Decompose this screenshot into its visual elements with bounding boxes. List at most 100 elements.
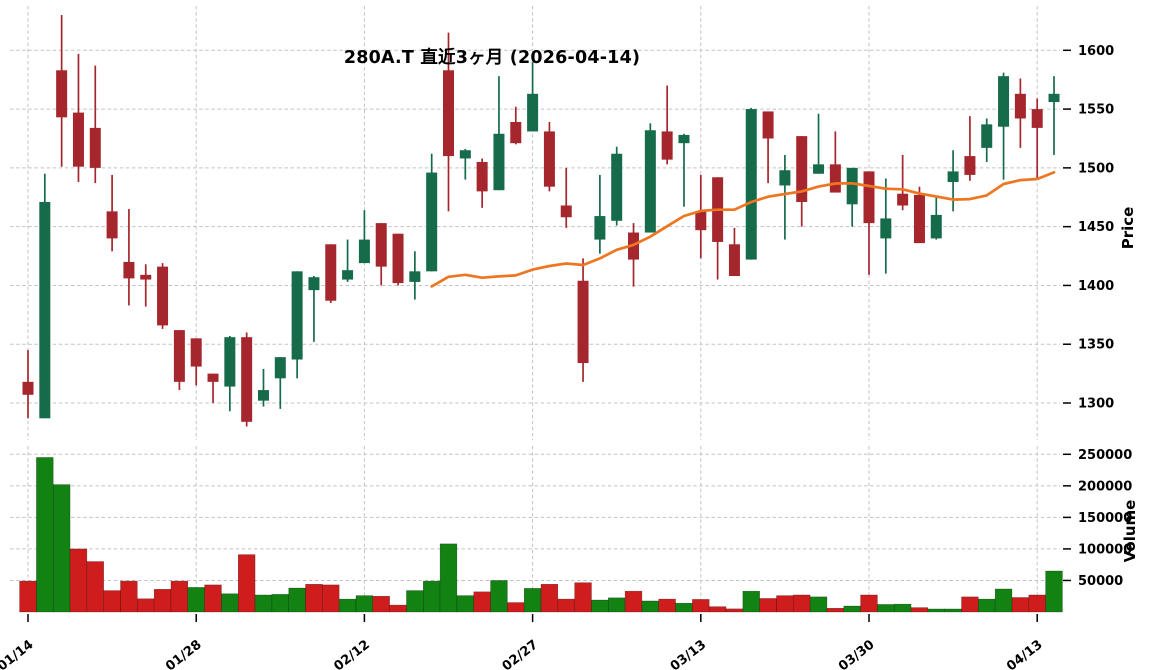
volume-bar (574, 582, 592, 613)
candle-body (880, 218, 892, 239)
volume-bar (288, 587, 306, 613)
candle (173, 330, 185, 391)
candle (813, 113, 825, 174)
candle (543, 122, 555, 192)
x-tick-label: 03/13 (668, 637, 709, 670)
volume-tick-label: 200000 (1078, 479, 1132, 494)
candle (241, 332, 253, 427)
volume-bar (137, 598, 155, 613)
volume-bar (1028, 594, 1046, 613)
volume-bar (776, 595, 794, 613)
volume-bar (120, 580, 138, 613)
candle (644, 123, 656, 233)
volume-bar (809, 596, 828, 613)
price-tick-labels: 1300 1350 1400 1450 1500 1550 1600 (1063, 44, 1114, 412)
volume-bar (1011, 597, 1030, 613)
candle-body (1048, 93, 1060, 103)
volume-bar (305, 583, 323, 613)
candle-body (813, 164, 825, 174)
candle-body (22, 381, 34, 395)
candle (39, 173, 51, 419)
candle-body (241, 337, 253, 422)
ma-line (430, 171, 1056, 288)
volume-bar (456, 595, 474, 613)
candle-body (510, 122, 522, 144)
candle (695, 174, 707, 259)
volume-bar (490, 580, 508, 613)
volume-bar (944, 608, 962, 613)
candle (527, 62, 539, 132)
candle-body (930, 214, 942, 239)
volume-bar (540, 583, 559, 613)
price-tick-label: 1500 (1078, 161, 1114, 176)
candle (594, 174, 606, 254)
candle-body (611, 153, 623, 221)
volume-bar (153, 589, 172, 613)
candle (628, 223, 640, 287)
candle-body (846, 167, 858, 205)
volume-bar (103, 590, 121, 613)
volume-bar (221, 593, 239, 613)
volume-bar (708, 606, 727, 613)
volume-bar (994, 588, 1013, 613)
volume-bar (557, 598, 575, 613)
volume-bar (507, 602, 525, 613)
candle-body (72, 112, 84, 167)
volume-tick-label: 150000 (1078, 511, 1132, 526)
volume-tick-labels: 50000 100000 150000 200000 250000 (1063, 448, 1132, 589)
volume-bar (692, 599, 710, 613)
price-tick-label: 1400 (1078, 279, 1114, 294)
volume-bar (608, 597, 626, 613)
volume-bar (338, 598, 357, 613)
volume-bar (843, 605, 861, 613)
candle (947, 150, 959, 212)
candle-body (678, 134, 690, 144)
candle (880, 178, 892, 274)
candle-body (426, 172, 438, 272)
candle-body (577, 280, 589, 364)
candle (140, 264, 152, 307)
volume-tick-label: 100000 (1078, 542, 1132, 557)
x-tick-label: 01/14 (0, 637, 36, 670)
candle-body (291, 271, 303, 360)
volume-bar (759, 598, 777, 613)
candle (123, 209, 135, 306)
candle (257, 368, 269, 407)
volume-bars (19, 457, 1063, 613)
candle (157, 263, 169, 329)
chart-title: 280A.T 直近3ヶ月 (2026-04-14) (343, 48, 641, 68)
candle (863, 171, 875, 275)
candle-body (863, 171, 875, 224)
volume-bar (439, 543, 458, 613)
candle-body (829, 164, 841, 193)
volume-bar (910, 607, 929, 613)
candle (207, 373, 219, 404)
candle (72, 53, 84, 182)
candle-body (358, 239, 370, 264)
x-tick-label: 03/30 (836, 637, 877, 670)
candle (89, 65, 101, 184)
volume-bar (19, 580, 37, 613)
candle-body (661, 131, 673, 160)
candle-body (762, 111, 774, 139)
candle (712, 177, 724, 280)
volume-bar (591, 599, 609, 613)
candle-body (947, 171, 959, 182)
volume-bar (473, 591, 491, 613)
candle (796, 136, 808, 227)
x-tick-labels: 01/14 01/28 02/12 02/27 03/13 03/30 04/13 (0, 614, 1046, 670)
x-tick-label: 04/13 (1004, 637, 1045, 670)
candle-body (543, 131, 555, 187)
candle (964, 116, 976, 181)
volume-bar (372, 595, 390, 613)
volume-bar (52, 484, 71, 613)
volume-bar (725, 608, 744, 613)
volume-axis-label: Volume (1121, 499, 1139, 563)
candle (106, 174, 118, 252)
candle (22, 350, 34, 419)
candle (476, 158, 488, 208)
candle-body (476, 161, 488, 192)
candle (325, 244, 337, 304)
